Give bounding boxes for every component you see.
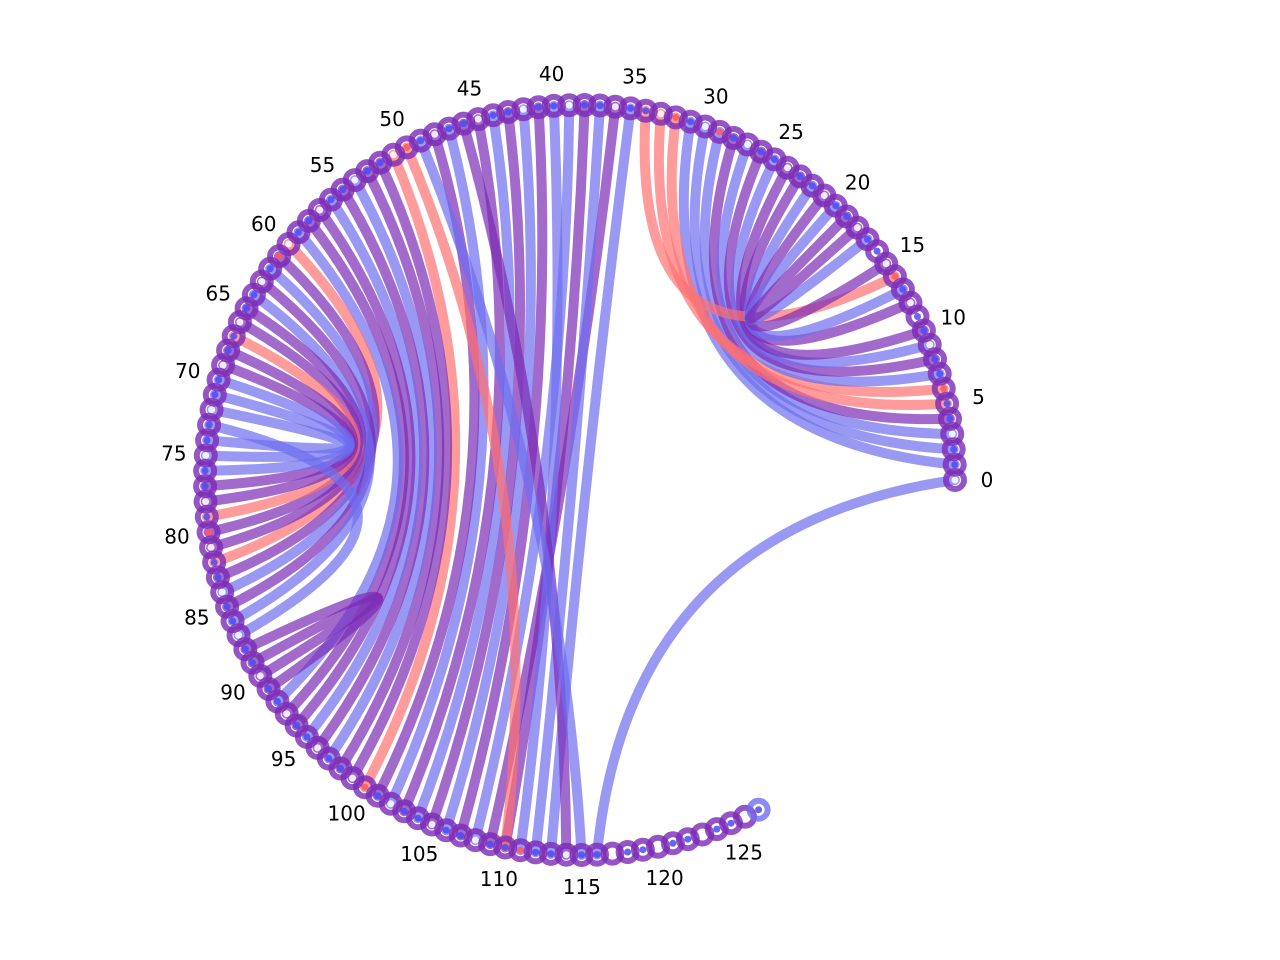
tick-label-85: 85 [184, 606, 209, 630]
tick-label-45: 45 [457, 76, 482, 100]
tick-label-90: 90 [220, 681, 245, 705]
tick-label-100: 100 [328, 801, 366, 825]
tick-label-115: 115 [563, 875, 601, 899]
tick-label-70: 70 [175, 359, 200, 383]
link-37-112 [530, 100, 605, 858]
tick-label-110: 110 [480, 867, 518, 891]
nodes-layer [193, 93, 967, 867]
tick-label-95: 95 [271, 747, 296, 771]
tick-label-35: 35 [622, 65, 647, 89]
link-42-106 [441, 104, 536, 836]
link-39-108 [470, 100, 575, 846]
tick-label-75: 75 [161, 441, 186, 465]
link-51-100 [359, 149, 461, 793]
link-64-86 [227, 289, 375, 627]
link-56-95 [301, 194, 423, 742]
tick-label-55: 55 [310, 153, 335, 177]
link-52-99 [347, 157, 453, 784]
link-0-116 [592, 475, 960, 860]
tick-label-25: 25 [778, 120, 803, 144]
link-55-96 [312, 184, 430, 753]
tick-label-60: 60 [251, 212, 276, 236]
tick-label-30: 30 [703, 84, 728, 108]
link-18-19 [745, 211, 863, 324]
tick-label-125: 125 [725, 841, 763, 865]
link-40-111 [515, 100, 563, 856]
tick-label-50: 50 [379, 107, 404, 131]
link-89-90 [247, 593, 383, 681]
tick-label-40: 40 [539, 62, 564, 86]
link-43-105 [427, 107, 526, 830]
link-57-94 [291, 205, 416, 731]
link-53-98 [335, 166, 445, 774]
tick-label-15: 15 [900, 233, 925, 257]
link-50-110 [401, 142, 521, 853]
link-6-33 [653, 108, 949, 397]
link-1-31 [678, 116, 960, 470]
tick-label-65: 65 [205, 282, 230, 306]
tick-label-5: 5 [972, 385, 985, 409]
link-54-97 [323, 175, 437, 764]
tick-labels-layer: 0 5 10 15 20 25 30 35 40 45 50 55 60 65 70 75 80 85 90 95 10… [161, 62, 993, 899]
tick-label-20: 20 [845, 170, 870, 194]
tick-label-0: 0 [981, 468, 994, 492]
link-46-114 [458, 118, 572, 860]
node-127 [746, 797, 771, 822]
links-layer [200, 100, 960, 860]
tick-label-105: 105 [400, 842, 438, 866]
link-49-115 [415, 135, 587, 860]
tick-label-120: 120 [646, 866, 684, 890]
link-47-102 [385, 123, 489, 809]
link-58-93 [281, 215, 409, 719]
tick-label-10: 10 [940, 306, 965, 330]
link-73-87 [204, 419, 363, 641]
tick-label-80: 80 [164, 525, 189, 549]
